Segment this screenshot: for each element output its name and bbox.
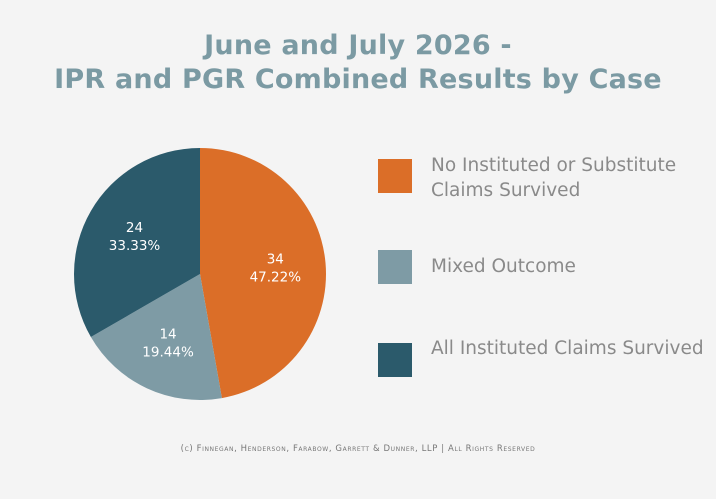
legend-item-all-claims-survived: All Instituted Claims Survived (378, 338, 708, 402)
legend-label: No Instituted or Substitute Claims Survi… (431, 155, 677, 201)
pie-slice-percent-label: 33.33% (109, 238, 161, 254)
pie-slice-value-label: 24 (126, 220, 143, 236)
legend-item-no-claims-survived: No Instituted or Substitute Claims Survi… (378, 155, 708, 218)
pie-slice-value-label: 34 (267, 251, 284, 267)
pie-slice-value-label: 14 (159, 327, 176, 343)
pie-slice-2 (73, 148, 200, 337)
chart-title-line-1: June and July 2026 - (204, 30, 512, 61)
pie-chart: 34 47.22% 14 19.44% 24 33.33% (73, 148, 327, 400)
pie-slice-0 (200, 148, 327, 399)
legend-label: All Instituted Claims Survived (431, 338, 704, 359)
pie-slice-percent-label: 19.44% (142, 345, 194, 361)
legend-label: Mixed Outcome (431, 256, 576, 277)
legend-swatch-navy (378, 343, 412, 377)
pie-slice-percent-label: 47.22% (250, 269, 302, 285)
pie-slice-1 (90, 274, 222, 400)
chart-title-line-2: IPR and PGR Combined Results by Case (54, 64, 662, 95)
copyright-footer: (c) Finnegan, Henderson, Farabow, Garret… (180, 444, 536, 454)
legend-item-mixed-outcome: Mixed Outcome (378, 250, 708, 290)
legend-swatch-orange (378, 159, 412, 193)
legend-swatch-gray (378, 250, 412, 284)
